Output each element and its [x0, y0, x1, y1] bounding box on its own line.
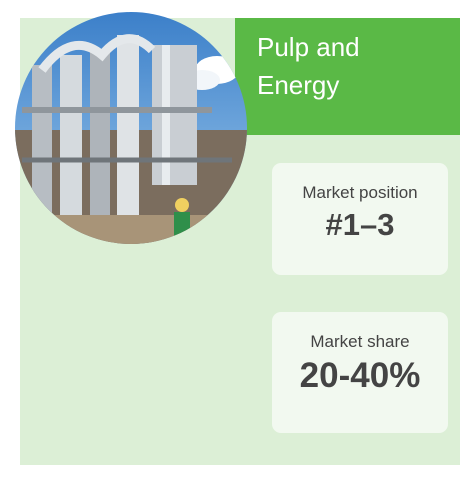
metric-value: #1–3	[325, 207, 395, 242]
header-band	[235, 18, 460, 135]
metric-label: Market share	[310, 332, 410, 351]
title: Pulp and Energy	[257, 32, 360, 100]
metric-box: Market position #1–3	[272, 163, 448, 275]
metric-label: Market position	[302, 183, 418, 202]
metric-value: 20-40%	[299, 356, 421, 395]
photo	[15, 12, 247, 244]
metric-box: Market share 20-40%	[272, 312, 448, 433]
